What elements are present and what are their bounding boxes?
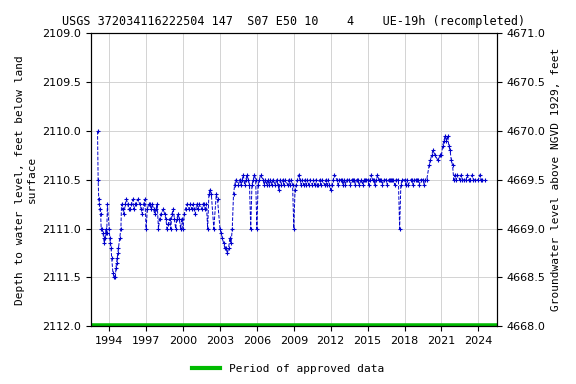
- Legend: Period of approved data: Period of approved data: [188, 359, 388, 379]
- Title: USGS 372034116222504 147  S07 E50 10    4    UE-19h (recompleted): USGS 372034116222504 147 S07 E50 10 4 UE…: [62, 15, 525, 28]
- Y-axis label: Depth to water level, feet below land
surface: Depth to water level, feet below land su…: [15, 55, 37, 305]
- Y-axis label: Groundwater level above NGVD 1929, feet: Groundwater level above NGVD 1929, feet: [551, 48, 561, 311]
